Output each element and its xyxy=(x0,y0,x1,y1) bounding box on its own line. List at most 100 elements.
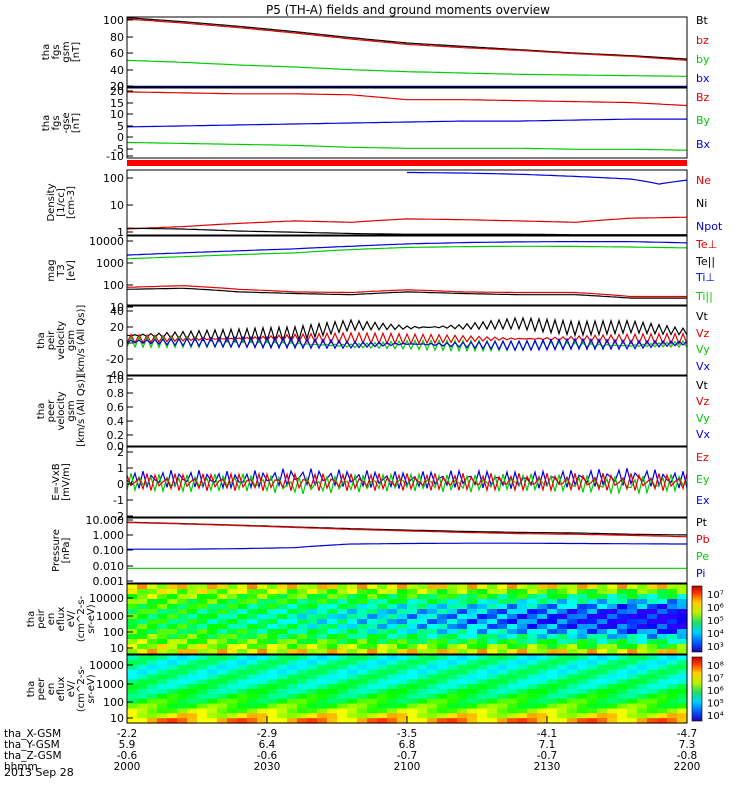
heatmap-cell xyxy=(537,629,548,635)
heatmap-cell xyxy=(627,649,638,655)
heatmap-cell xyxy=(387,639,398,645)
x-row-value: 2100 xyxy=(394,761,421,773)
heatmap-cell xyxy=(397,674,408,680)
heatmap-cell xyxy=(617,713,628,719)
heatmap-cell xyxy=(597,584,608,590)
heatmap-cell xyxy=(197,674,208,680)
heatmap-cell xyxy=(567,634,578,640)
heatmap-cell xyxy=(377,584,388,590)
heatmap-cell xyxy=(287,669,298,676)
y-axis-label: tha peer en eflux eV/(cm^2-s-sr-eV) xyxy=(26,665,97,712)
heatmap-cell xyxy=(627,599,638,605)
heatmap-cell xyxy=(417,689,428,695)
heatmap-cell xyxy=(567,669,578,676)
heatmap-cell xyxy=(627,684,638,690)
heatmap-cell xyxy=(167,584,178,590)
heatmap-cell xyxy=(407,693,418,700)
y-label-line: E=-VxB xyxy=(51,463,62,500)
heatmap-cell xyxy=(317,679,328,685)
heatmap-cell xyxy=(377,649,388,655)
heatmap-cell xyxy=(197,664,208,671)
heatmap-cell xyxy=(307,644,318,650)
x-row-value: 7.1 xyxy=(539,739,556,751)
heatmap-cell xyxy=(177,599,188,605)
heatmap-cell xyxy=(277,634,288,640)
heatmap-cell xyxy=(567,698,578,705)
heatmap-cell xyxy=(197,703,208,710)
heatmap-cell xyxy=(357,713,368,719)
x-row-value: -2.9 xyxy=(257,728,278,740)
series-line-Ne xyxy=(126,216,688,230)
heatmap-cell xyxy=(137,589,148,595)
heatmap-cell xyxy=(227,689,238,695)
heatmap-cell xyxy=(377,599,388,605)
heatmap-cell xyxy=(507,679,518,685)
heatmap-cell xyxy=(377,624,388,630)
heatmap-cell xyxy=(537,584,548,590)
y-tick-label: 40 xyxy=(110,305,124,318)
heatmap-cell xyxy=(637,634,648,640)
heatmap-cell xyxy=(297,689,308,695)
heatmap-cell xyxy=(607,589,618,595)
heatmap-cell xyxy=(197,659,208,666)
heatmap-cell xyxy=(607,689,618,695)
heatmap-cell xyxy=(407,703,418,710)
y-label-line: [cm-3] xyxy=(66,186,77,219)
heatmap-cell xyxy=(217,664,228,671)
heatmap-cell xyxy=(167,609,178,615)
heatmap-cell xyxy=(607,679,618,685)
heatmap-cell xyxy=(527,619,538,625)
heatmap-cell xyxy=(187,669,198,676)
heatmap-cell xyxy=(337,698,348,705)
heatmap-cell xyxy=(227,584,238,590)
heatmap-cell xyxy=(467,624,478,630)
heatmap-cell xyxy=(617,698,628,705)
heatmap-cell xyxy=(207,584,218,590)
heatmap-cell xyxy=(557,584,568,590)
heatmap-cell xyxy=(437,708,448,714)
heatmap-cell xyxy=(307,619,318,625)
heatmap-cell xyxy=(277,644,288,650)
x-row-value: -0.7 xyxy=(397,750,418,762)
heatmap-cell xyxy=(487,584,498,590)
heatmap-cell xyxy=(277,703,288,710)
series-line-Ti|| xyxy=(126,245,688,260)
heatmap-cell xyxy=(567,659,578,666)
heatmap-cell xyxy=(167,649,178,655)
heatmap-cell xyxy=(327,713,338,719)
heatmap-cell xyxy=(127,609,138,615)
heatmap-cell xyxy=(497,703,508,710)
heatmap-cell xyxy=(237,703,248,710)
heatmap-cell xyxy=(517,689,528,695)
heatmap-cell xyxy=(537,713,548,719)
series-line-Pb xyxy=(126,521,688,538)
y-tick-label: 0.100 xyxy=(93,544,125,557)
heatmap-cell xyxy=(427,634,438,640)
heatmap-cell xyxy=(317,594,328,600)
heatmap-cell xyxy=(387,594,398,600)
x-row-value: -4.1 xyxy=(537,728,558,740)
heatmap-cell xyxy=(587,639,598,645)
colorbar-label: 10⁴ xyxy=(707,711,724,722)
heatmap-cell xyxy=(637,693,648,700)
heatmap-cell xyxy=(607,639,618,645)
heatmap-cell xyxy=(537,614,548,620)
heatmap-cell xyxy=(247,689,258,695)
heatmap-cell xyxy=(187,689,198,695)
heatmap-cell xyxy=(417,609,428,615)
heatmap-cell xyxy=(377,669,388,676)
heatmap-cell xyxy=(297,664,308,671)
heatmap-cell xyxy=(527,599,538,605)
heatmap-cell xyxy=(567,584,578,590)
heatmap-cell xyxy=(417,594,428,600)
heatmap-cell xyxy=(337,674,348,680)
heatmap-cell xyxy=(557,609,568,615)
heatmap-cell xyxy=(417,693,428,700)
heatmap-cell xyxy=(207,708,218,714)
heatmap-cell xyxy=(287,629,298,635)
heatmap-cell xyxy=(667,674,678,680)
heatmap-cell xyxy=(427,655,438,661)
heatmap-cell xyxy=(197,693,208,700)
heatmap-cell xyxy=(207,639,218,645)
heatmap-cell xyxy=(567,629,578,635)
